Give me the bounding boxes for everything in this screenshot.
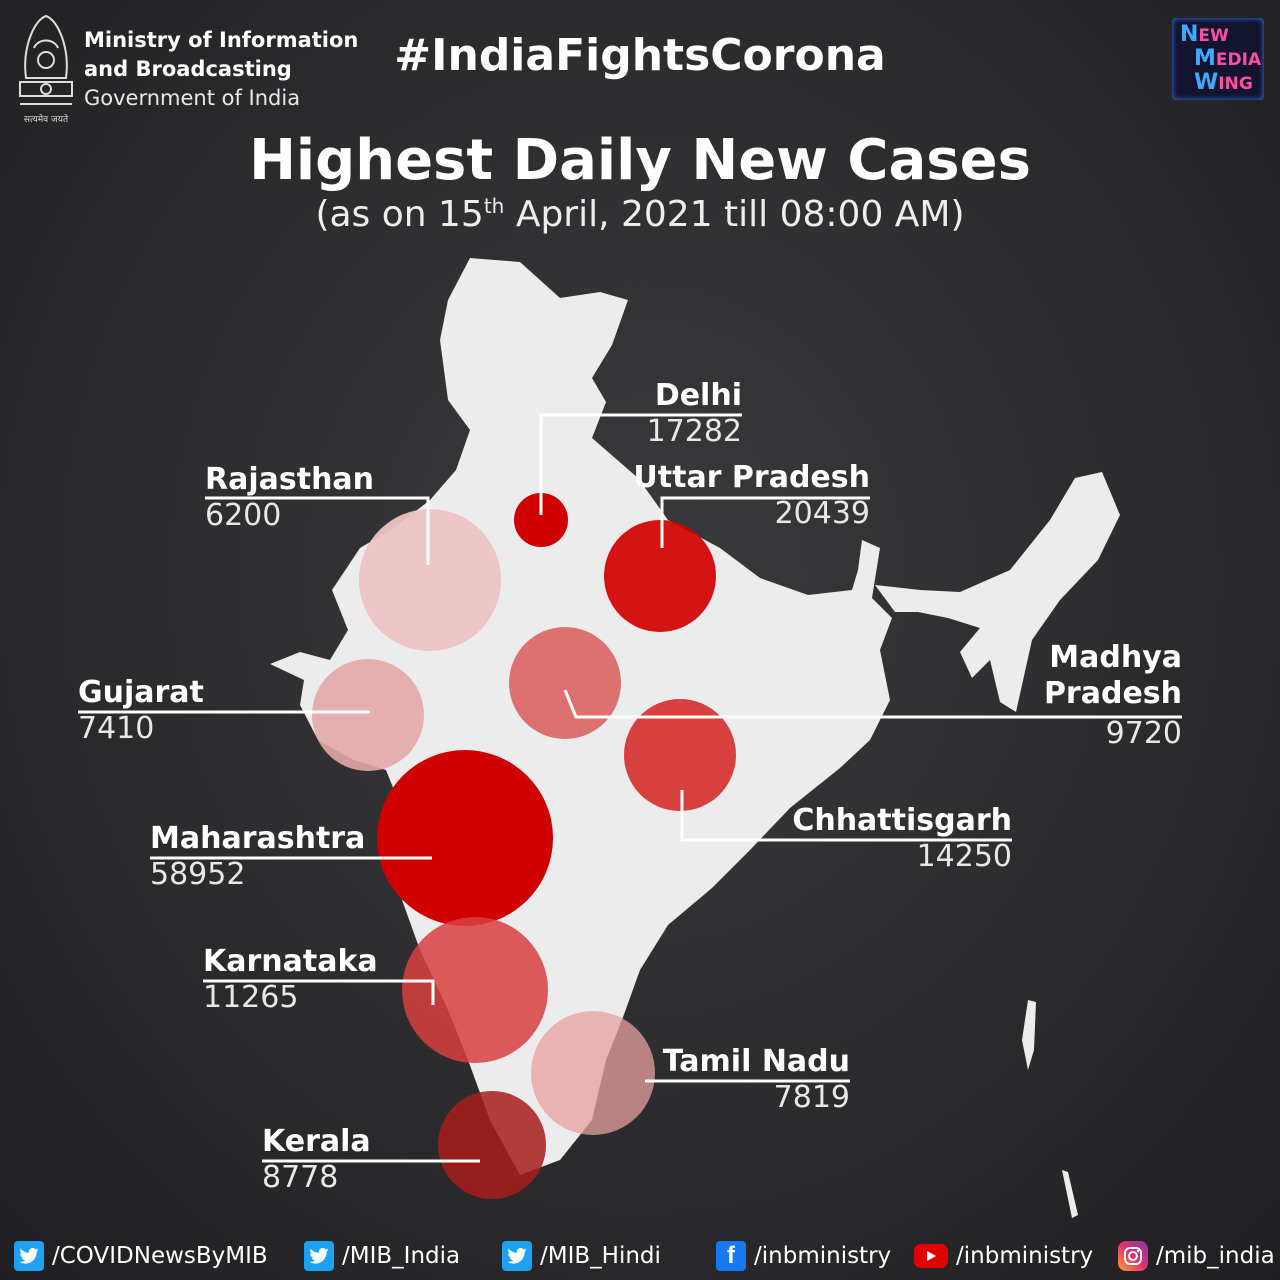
label-gujarat: Gujarat 7410: [78, 675, 204, 747]
state-name: Karnataka: [203, 944, 378, 979]
social-handle: /COVIDNewsByMIB: [52, 1243, 268, 1269]
state-name: Delhi: [654, 378, 742, 413]
state-value: 8778: [262, 1160, 339, 1195]
facebook-icon: f: [716, 1241, 746, 1271]
social-handle: /inbministry: [956, 1243, 1094, 1269]
state-name: Kerala: [262, 1124, 371, 1159]
national-emblem-logo: सत्यमेव जयते: [19, 14, 73, 125]
leader-madhya-pradesh: [563, 689, 1182, 719]
bubble-chhattisgarh: [624, 699, 736, 811]
bubble-madhya-pradesh: [509, 627, 621, 739]
bubble-karnataka: [402, 917, 548, 1063]
state-name: Maharashtra: [150, 821, 366, 856]
bubble-delhi: [514, 493, 568, 547]
new-media-wing-logo: NEW MEDIA WING: [1172, 18, 1264, 100]
state-value: 11265: [203, 980, 299, 1015]
nicobar-islands: [1062, 1170, 1078, 1218]
page-subtitle: (as on 15th April, 2021 till 08:00 AM): [315, 194, 965, 235]
emblem-caption: सत्यमेव जयते: [24, 113, 69, 125]
state-value: 20439: [774, 496, 870, 531]
label-maharashtra: Maharashtra 58952: [150, 821, 365, 893]
social-link-facebook[interactable]: f /inbministry: [716, 1234, 891, 1278]
page-title: Highest Daily New Cases: [249, 128, 1031, 193]
social-handle: /MIB_India: [342, 1243, 461, 1269]
logo-line-1: NEW: [1180, 22, 1229, 47]
northeast-region: [875, 472, 1120, 712]
social-handle: /inbministry: [754, 1243, 892, 1269]
bubble-maharashtra: [377, 750, 553, 926]
state-value: 14250: [916, 839, 1012, 874]
ministry-name-line1: Ministry of Information: [84, 28, 359, 52]
instagram-icon: [1118, 1241, 1148, 1271]
leader-delhi: [539, 413, 742, 515]
state-value: 17282: [646, 414, 742, 449]
state-value: 58952: [150, 857, 246, 892]
youtube-icon: [914, 1244, 948, 1268]
social-handle: /mib_india: [1156, 1243, 1275, 1269]
social-link-instagram[interactable]: /mib_india: [1118, 1234, 1275, 1278]
social-footer: /COVIDNewsByMIB /MIB_India /MIB_Hindi f …: [0, 1234, 1280, 1278]
state-name: Rajasthan: [205, 462, 375, 497]
state-name: Chhattisgarh: [792, 803, 1012, 838]
social-handle: /MIB_Hindi: [540, 1243, 661, 1269]
andaman-islands: [1022, 1000, 1036, 1070]
state-value: 7410: [78, 711, 155, 746]
ministry-name-line2: and Broadcasting: [84, 57, 292, 81]
label-tamil-nadu: Tamil Nadu 7819: [663, 1044, 850, 1116]
label-chhattisgarh: Chhattisgarh 14250: [792, 803, 1012, 875]
logo-line-3: WING: [1194, 70, 1253, 95]
state-name-line1: Madhya: [1049, 640, 1182, 675]
bubble-uttar-pradesh: [604, 520, 716, 632]
state-value: 7819: [773, 1080, 850, 1115]
bubble-gujarat: [312, 659, 424, 771]
state-name: Gujarat: [78, 675, 204, 710]
bubble-rajasthan: [359, 509, 501, 651]
label-madhya-pradesh: Madhya Pradesh 9720: [1044, 640, 1182, 752]
social-link-twitter-mib-india[interactable]: /MIB_India: [304, 1234, 460, 1278]
leader-rajasthan: [205, 496, 430, 565]
leader-lines: [78, 413, 1182, 1163]
bubble-kerala: [438, 1091, 546, 1199]
label-uttar-pradesh: Uttar Pradesh 20439: [633, 460, 870, 532]
social-link-twitter-mib-hindi[interactable]: /MIB_Hindi: [502, 1234, 661, 1278]
twitter-icon: [502, 1241, 532, 1271]
state-value: 6200: [205, 498, 282, 533]
leader-uttar-pradesh: [660, 496, 870, 548]
state-value: 9720: [1105, 716, 1182, 751]
leader-chhattisgarh: [680, 790, 1012, 842]
government-of-india: Government of India: [84, 86, 301, 110]
label-delhi: Delhi 17282: [647, 378, 742, 450]
social-link-youtube[interactable]: /inbministry: [914, 1234, 1093, 1278]
twitter-icon: [14, 1241, 44, 1271]
social-link-twitter-covidnews[interactable]: /COVIDNewsByMIB: [14, 1234, 268, 1278]
bubble-tamil-nadu: [531, 1011, 655, 1135]
state-name: Uttar Pradesh: [633, 460, 870, 495]
logo-line-2: MEDIA: [1194, 46, 1262, 71]
label-rajasthan: Rajasthan 6200: [205, 462, 374, 534]
hashtag-title: #IndiaFightsCorona: [394, 30, 886, 81]
label-kerala: Kerala 8778: [262, 1124, 371, 1196]
state-name-line2: Pradesh: [1043, 676, 1182, 711]
twitter-icon: [304, 1241, 334, 1271]
state-name: Tamil Nadu: [662, 1044, 850, 1079]
label-karnataka: Karnataka 11265: [203, 944, 378, 1016]
leader-karnataka: [203, 979, 435, 1005]
